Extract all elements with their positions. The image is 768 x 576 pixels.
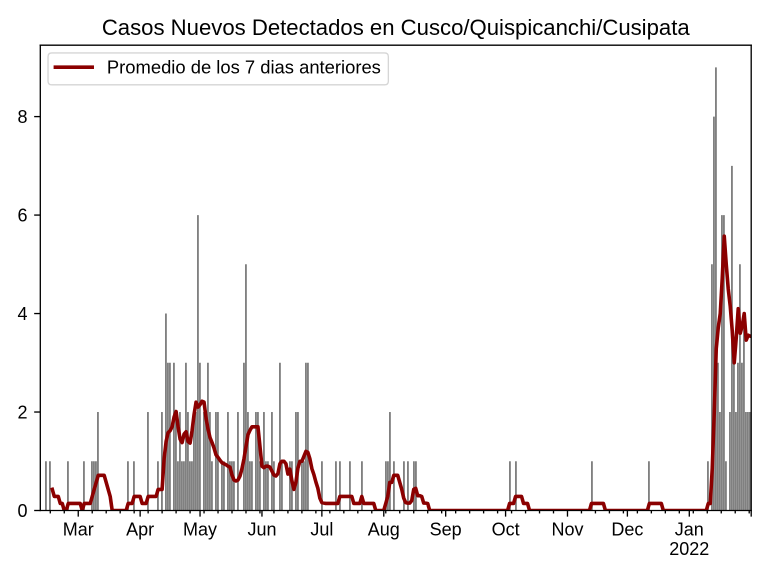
svg-text:Mar: Mar [63, 520, 94, 540]
svg-text:Jul: Jul [310, 520, 333, 540]
svg-text:May: May [183, 520, 217, 540]
svg-text:Oct: Oct [492, 520, 520, 540]
svg-text:Jan: Jan [675, 520, 704, 540]
svg-text:Promedio de los 7 dias anterio: Promedio de los 7 dias anteriores [107, 57, 381, 78]
svg-text:Aug: Aug [368, 520, 400, 540]
svg-text:Casos Nuevos Detectados en Cus: Casos Nuevos Detectados en Cusco/Quispic… [102, 15, 691, 40]
svg-text:2022: 2022 [669, 539, 709, 559]
svg-text:Jun: Jun [247, 520, 276, 540]
svg-text:6: 6 [17, 206, 27, 226]
svg-text:4: 4 [17, 304, 27, 324]
svg-text:2: 2 [17, 403, 27, 423]
svg-text:Dec: Dec [611, 520, 643, 540]
svg-text:0: 0 [17, 501, 27, 521]
svg-text:Sep: Sep [430, 520, 462, 540]
svg-text:Apr: Apr [126, 520, 154, 540]
svg-text:8: 8 [17, 107, 27, 127]
svg-text:Nov: Nov [551, 520, 583, 540]
